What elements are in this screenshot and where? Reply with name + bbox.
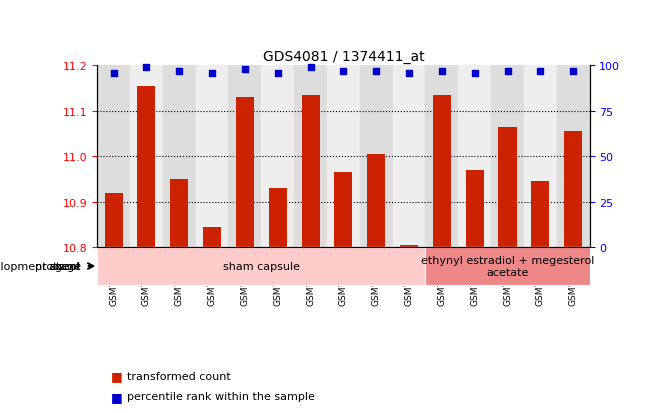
Title: GDS4081 / 1374411_at: GDS4081 / 1374411_at bbox=[263, 50, 424, 64]
Point bbox=[240, 66, 251, 73]
Text: protocol: protocol bbox=[36, 261, 80, 271]
Bar bbox=[97, 66, 130, 248]
Bar bbox=[105, 193, 123, 248]
Point bbox=[174, 68, 185, 75]
Bar bbox=[400, 246, 418, 248]
Text: no pregnancy: no pregnancy bbox=[469, 261, 546, 271]
Bar bbox=[203, 227, 221, 248]
Text: transformed count: transformed count bbox=[127, 371, 231, 381]
Bar bbox=[294, 66, 327, 248]
Bar bbox=[97, 248, 261, 285]
Point bbox=[109, 70, 119, 77]
Bar bbox=[433, 95, 451, 248]
Bar bbox=[163, 66, 196, 248]
Bar bbox=[261, 248, 425, 285]
Text: pregnancy: pregnancy bbox=[314, 261, 373, 271]
Point bbox=[470, 70, 480, 77]
Text: ethynyl estradiol + megesterol
acetate: ethynyl estradiol + megesterol acetate bbox=[421, 256, 594, 277]
Bar bbox=[498, 127, 517, 248]
Bar bbox=[360, 66, 393, 248]
Text: percentile rank within the sample: percentile rank within the sample bbox=[127, 392, 315, 401]
Bar bbox=[466, 171, 484, 248]
Bar bbox=[137, 86, 155, 248]
Bar bbox=[228, 66, 261, 248]
Bar bbox=[97, 248, 261, 285]
Bar bbox=[236, 98, 254, 248]
Point bbox=[338, 68, 348, 75]
Point bbox=[141, 64, 152, 71]
Bar bbox=[261, 66, 294, 248]
Bar bbox=[393, 66, 425, 248]
Bar bbox=[327, 66, 360, 248]
Text: agent: agent bbox=[48, 261, 80, 271]
Point bbox=[371, 68, 382, 75]
Text: no pregnancy: no pregnancy bbox=[141, 261, 218, 271]
Text: ■: ■ bbox=[111, 369, 123, 382]
Bar bbox=[491, 66, 524, 248]
Bar bbox=[425, 248, 590, 285]
Bar bbox=[425, 66, 458, 248]
Point bbox=[206, 70, 217, 77]
Bar bbox=[564, 132, 582, 248]
Point bbox=[502, 68, 513, 75]
Text: development stage: development stage bbox=[0, 261, 80, 271]
Text: full-term pregnancy: full-term pregnancy bbox=[288, 261, 399, 271]
Bar bbox=[269, 189, 287, 248]
Bar bbox=[130, 66, 163, 248]
Bar bbox=[302, 95, 320, 248]
Bar bbox=[458, 66, 491, 248]
Text: sham capsule: sham capsule bbox=[223, 261, 299, 271]
Bar bbox=[425, 248, 590, 285]
Point bbox=[568, 68, 579, 75]
Bar bbox=[524, 66, 557, 248]
Bar bbox=[425, 248, 590, 285]
Bar bbox=[334, 173, 352, 248]
Text: control: control bbox=[160, 261, 198, 271]
Point bbox=[306, 64, 316, 71]
Point bbox=[272, 70, 283, 77]
Text: hormone treatment: hormone treatment bbox=[453, 261, 562, 271]
Bar bbox=[261, 248, 425, 285]
Bar bbox=[557, 66, 590, 248]
Point bbox=[437, 68, 448, 75]
Bar bbox=[196, 66, 228, 248]
Bar bbox=[367, 154, 385, 248]
Bar bbox=[170, 180, 188, 248]
Point bbox=[535, 68, 545, 75]
Text: ■: ■ bbox=[111, 390, 123, 403]
Point bbox=[403, 70, 414, 77]
Bar bbox=[97, 248, 425, 285]
Bar bbox=[531, 182, 549, 248]
